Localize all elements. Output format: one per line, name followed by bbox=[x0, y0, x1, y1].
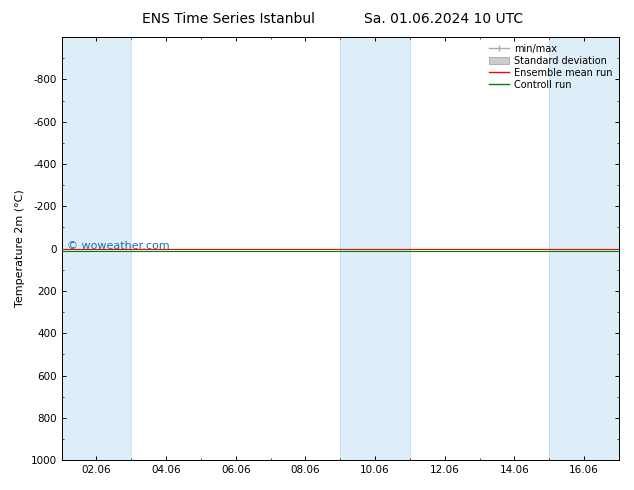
Bar bbox=[340, 37, 410, 460]
Legend: min/max, Standard deviation, Ensemble mean run, Controll run: min/max, Standard deviation, Ensemble me… bbox=[488, 42, 614, 92]
Bar bbox=[61, 37, 131, 460]
Text: © woweather.com: © woweather.com bbox=[67, 242, 170, 251]
Text: ENS Time Series Istanbul: ENS Time Series Istanbul bbox=[142, 12, 314, 26]
Y-axis label: Temperature 2m (°C): Temperature 2m (°C) bbox=[15, 190, 25, 307]
Text: Sa. 01.06.2024 10 UTC: Sa. 01.06.2024 10 UTC bbox=[365, 12, 523, 26]
Bar bbox=[549, 37, 619, 460]
